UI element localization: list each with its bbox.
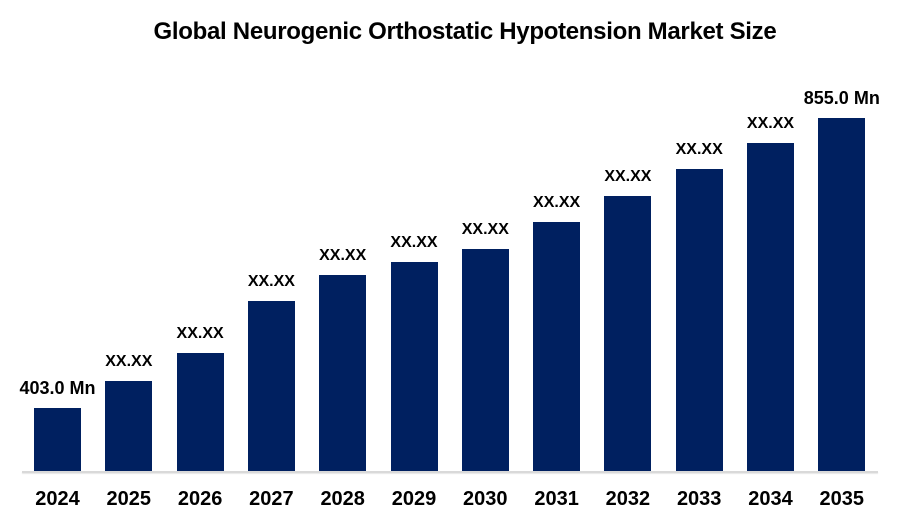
bar-value-label-2033: XX.XX: [675, 141, 723, 158]
chart-title: Global Neurogenic Orthostatic Hypotensio…: [153, 18, 777, 45]
bar-2032: [604, 196, 652, 472]
bar-value-label-2027: XX.XX: [247, 273, 295, 290]
bar-2025: [105, 381, 153, 472]
x-tick-2031: 2031: [534, 488, 579, 510]
x-tick-2028: 2028: [320, 488, 365, 510]
bar-2031: [533, 222, 581, 472]
bar-2024: [34, 408, 81, 472]
x-tick-2027: 2027: [249, 488, 294, 510]
bar-value-label-2032: XX.XX: [604, 168, 652, 185]
x-axis-line: [22, 471, 878, 473]
x-tick-2025: 2025: [106, 488, 152, 510]
x-tick-2033: 2033: [676, 488, 722, 510]
bar-value-label-2035: 855.0 Mn: [803, 88, 880, 108]
bar-2026: [176, 353, 224, 472]
x-tick-2032: 2032: [605, 488, 651, 510]
x-tick-2035: 2035: [819, 488, 865, 510]
bar-2028: [319, 275, 367, 472]
x-tick-2034: 2034: [748, 488, 793, 510]
bar-2027: [247, 301, 295, 472]
x-tick-2029: 2029: [391, 488, 437, 510]
bar-2030: [461, 249, 509, 472]
bar-value-label-2025: XX.XX: [105, 353, 153, 370]
bar-2035: [818, 118, 866, 472]
bar-value-label-2024: 403.0 Mn: [19, 378, 96, 398]
x-tick-2024: 2024: [35, 488, 80, 510]
bar-value-label-2034: XX.XX: [746, 115, 795, 132]
bar-2029: [390, 262, 438, 472]
bar-2034: [747, 143, 794, 472]
bar-value-label-2030: XX.XX: [461, 221, 509, 238]
bar-2033: [675, 169, 723, 472]
x-tick-2030: 2030: [463, 488, 508, 510]
bar-value-label-2031: XX.XX: [533, 194, 581, 211]
x-tick-2026: 2026: [177, 488, 223, 510]
bar-value-label-2026: XX.XX: [176, 325, 224, 342]
bar-value-label-2029: XX.XX: [390, 234, 438, 251]
bar-value-label-2028: XX.XX: [319, 247, 367, 264]
